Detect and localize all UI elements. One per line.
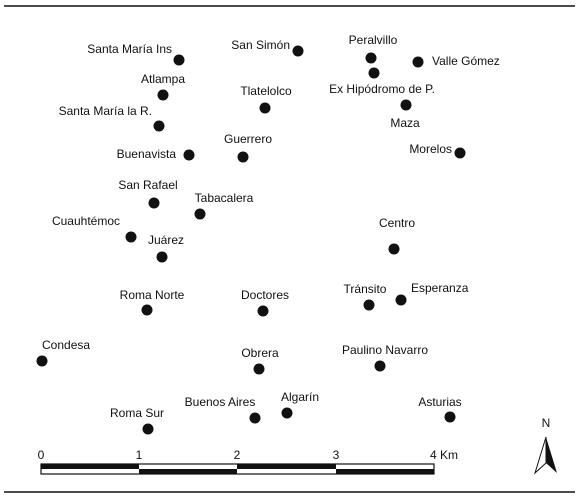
place-label: Guerrero: [224, 132, 272, 146]
place-dot: [142, 423, 154, 435]
place-label: Valle Gómez: [432, 54, 500, 68]
place-label: Buenavista: [117, 147, 177, 161]
place-dot: [257, 305, 269, 317]
place-dot: [292, 45, 304, 57]
place-label: Centro: [379, 216, 415, 230]
place-label: Condesa: [42, 338, 90, 352]
place-dot: [153, 120, 165, 132]
place-dot: [454, 147, 466, 159]
place-label: Roma Norte: [120, 288, 185, 302]
arrow-right: [546, 437, 557, 473]
place-dot: [388, 243, 400, 255]
north-label: N: [542, 416, 551, 430]
place-dot: [412, 56, 424, 68]
scale-tick-label: 1: [136, 448, 143, 462]
scale-segment: [41, 464, 139, 469]
place-label: San Rafael: [118, 178, 177, 192]
place-label: Algarín: [281, 390, 319, 404]
place-label: Maza: [390, 116, 420, 130]
place-dot: [156, 251, 168, 263]
place-dot: [400, 99, 412, 111]
place-label: Santa María Ins: [87, 42, 172, 56]
place-dot: [374, 360, 386, 372]
scale-tick-label: 3: [333, 448, 340, 462]
scale-tick-label: 4 Km: [430, 448, 458, 462]
place-label: Tabacalera: [195, 191, 254, 205]
north-arrow: N: [533, 416, 557, 475]
place-dot: [281, 407, 293, 419]
place-dot: [157, 89, 169, 101]
scale-bar: [40, 463, 435, 475]
place-label: Paulino Navarro: [342, 343, 428, 357]
place-dot: [259, 102, 271, 114]
place-label: Tlatelolco: [240, 84, 292, 98]
place-dot: [173, 54, 185, 66]
place-dot: [365, 52, 377, 64]
place-label: Asturias: [418, 395, 461, 409]
place-label: Tránsito: [344, 282, 387, 296]
place-label: Morelos: [409, 142, 452, 156]
place-dot: [141, 304, 153, 316]
place-label: Cuauhtémoc: [52, 214, 120, 228]
place-label: San Simón: [231, 38, 290, 52]
place-dot: [183, 149, 195, 161]
scale-segment: [139, 469, 237, 474]
place-dot: [368, 67, 380, 79]
scale-segment: [237, 464, 336, 469]
place-label: Peralvillo: [349, 33, 398, 47]
place-dot: [363, 299, 375, 311]
place-dot: [444, 411, 456, 423]
scale-tick-label: 2: [234, 448, 241, 462]
place-label: Juárez: [148, 233, 184, 247]
place-label: Roma Sur: [110, 406, 164, 420]
place-label: Santa María la R.: [59, 104, 152, 118]
place-dot: [395, 294, 407, 306]
place-dot: [194, 208, 206, 220]
place-dot: [125, 231, 137, 243]
place-label: Buenos Aires: [185, 395, 256, 409]
place-label: Esperanza: [411, 281, 469, 295]
place-dot: [36, 355, 48, 367]
scale-tick-label: 0: [38, 448, 45, 462]
place-dot: [249, 412, 261, 424]
place-label: Obrera: [241, 346, 279, 360]
place-label: Atlampa: [141, 72, 185, 86]
arrow-left: [533, 436, 547, 475]
scale-segment: [336, 469, 434, 474]
place-dot: [237, 151, 249, 163]
place-dot: [148, 197, 160, 209]
place-dot: [253, 363, 265, 375]
place-label: Ex Hipódromo de P.: [329, 82, 435, 96]
place-label: Doctores: [241, 288, 289, 302]
